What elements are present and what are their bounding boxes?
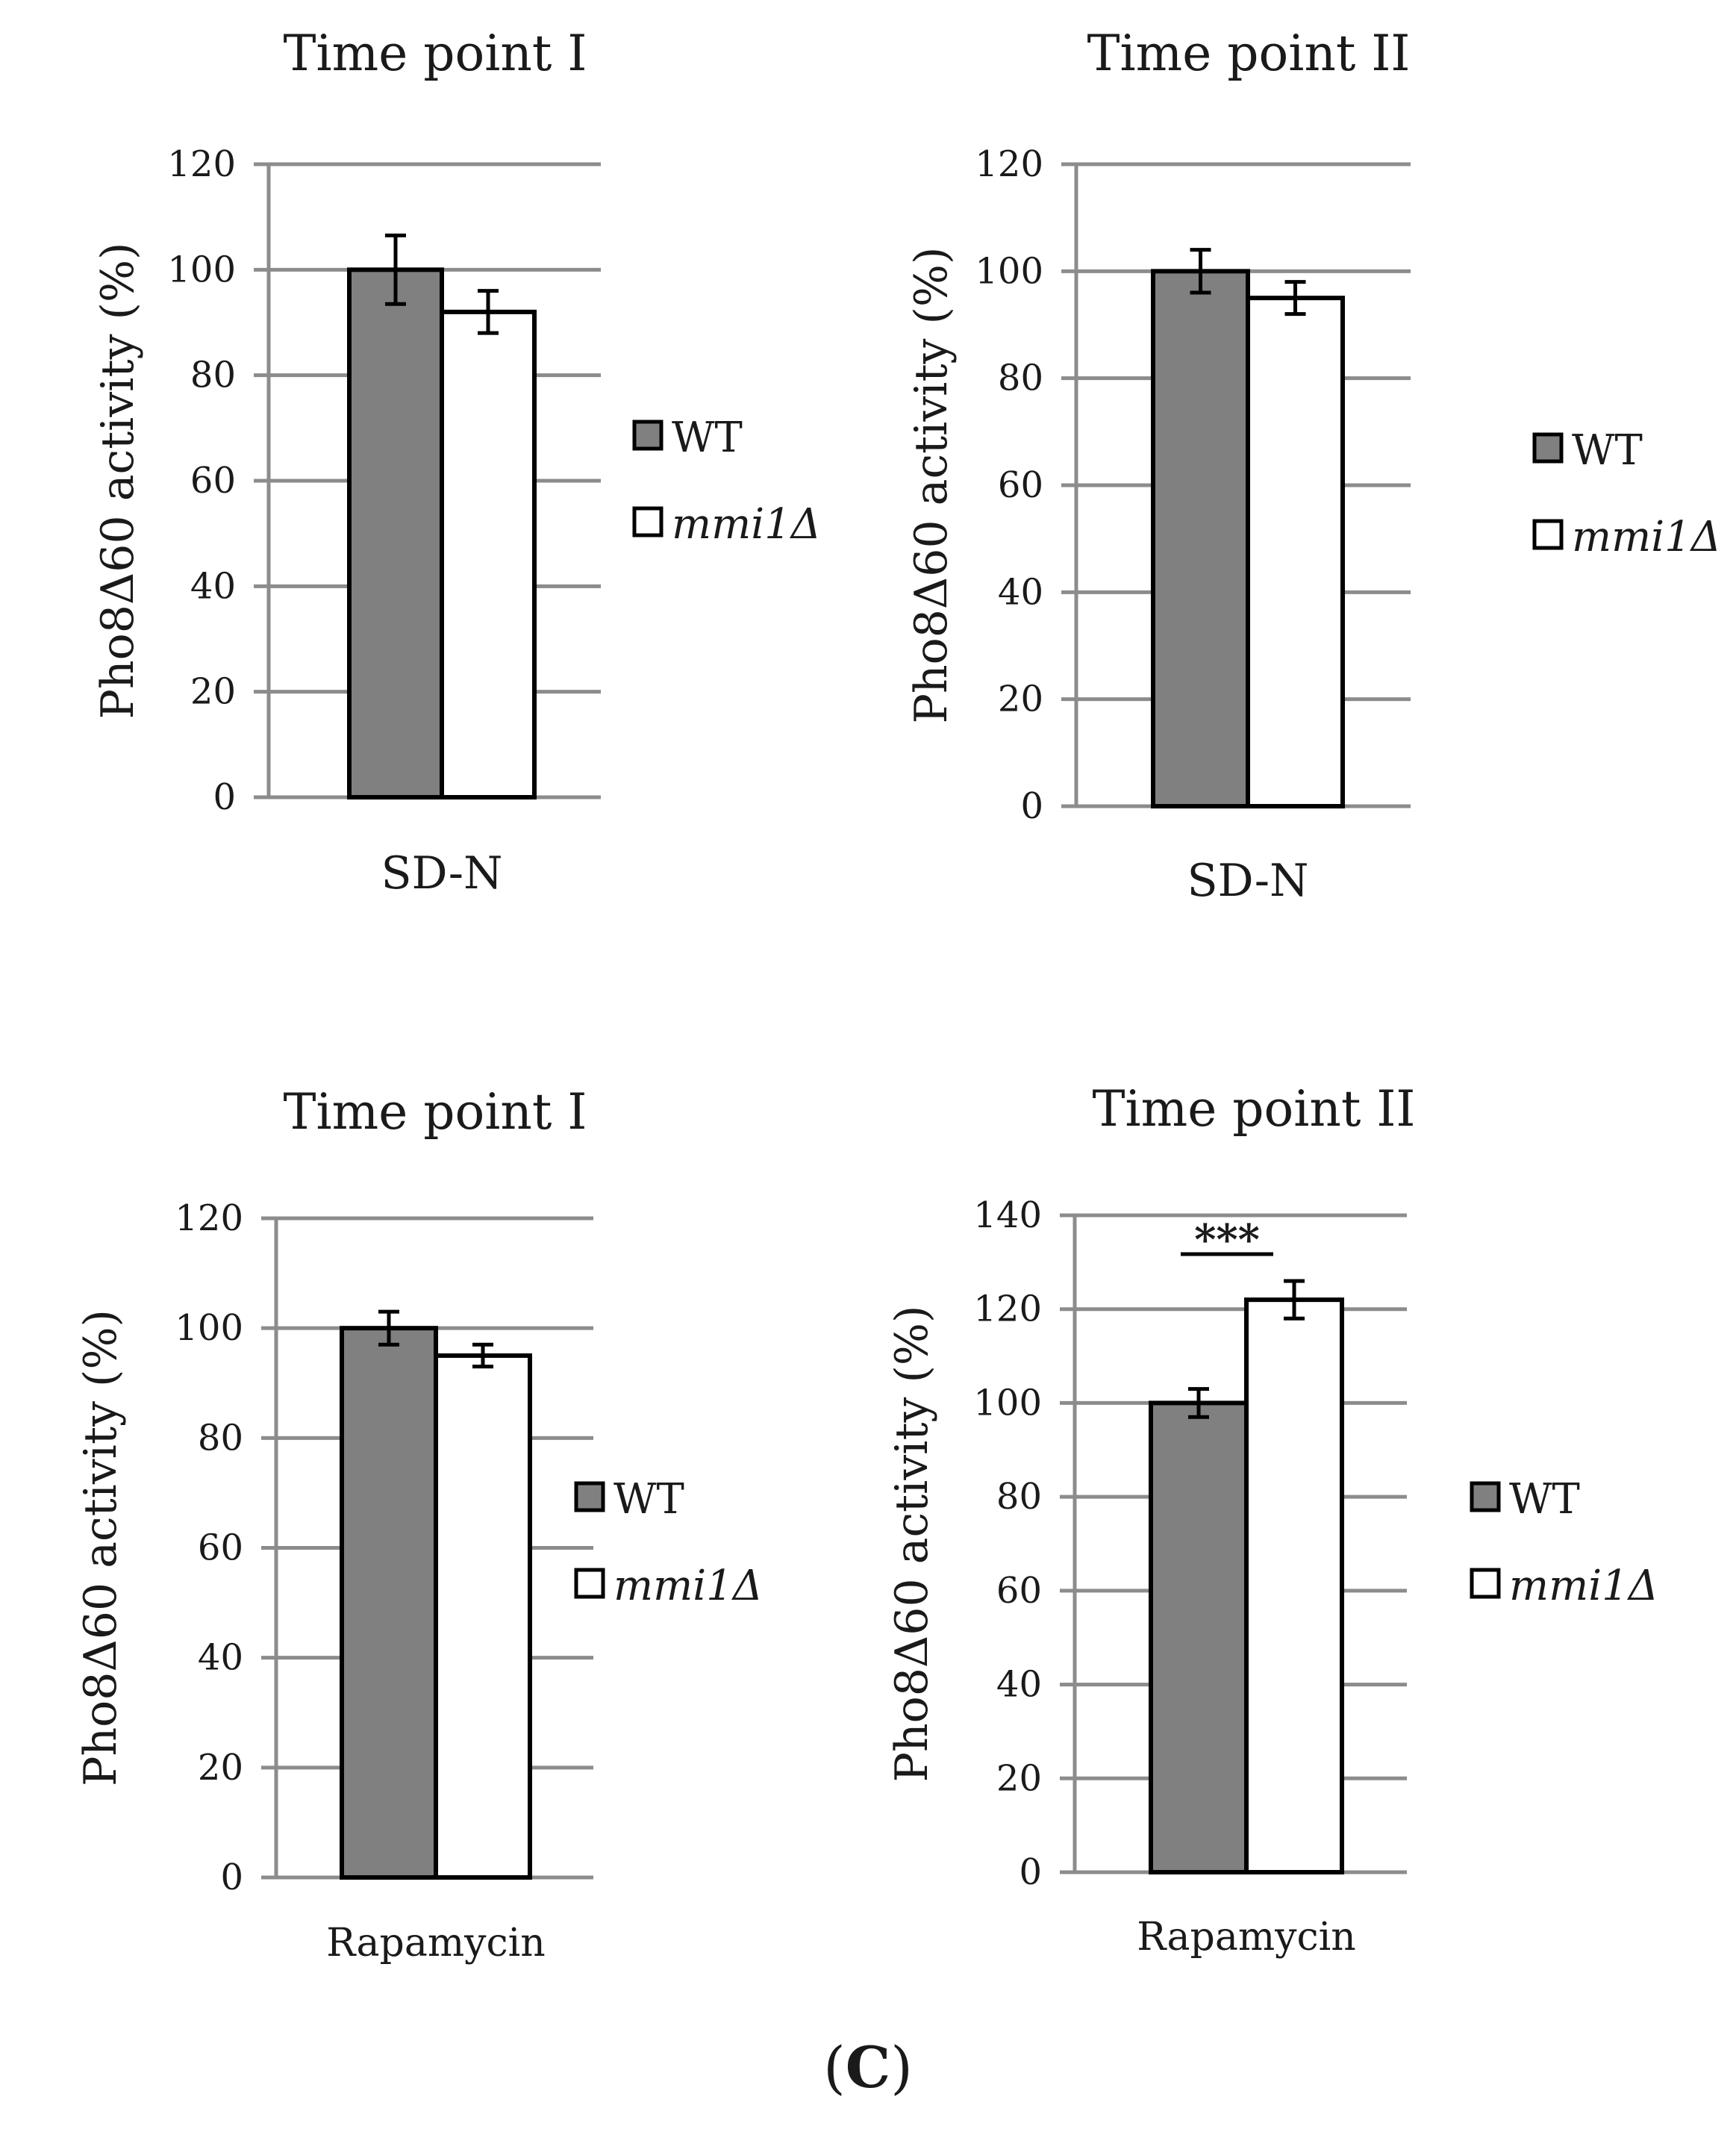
chart-panel: Time point II 0 20 40 60 80 100 120 140 Pho8Δ60 a… bbox=[886, 1080, 1658, 1960]
bar-mmi1 bbox=[1244, 1297, 1344, 1874]
x-category-label: SD-N bbox=[1187, 855, 1308, 907]
y-tick-label: 20 bbox=[190, 671, 236, 713]
chart-title: Time point II bbox=[1093, 1080, 1416, 1138]
chart-panel: Time point I 0 20 40 60 80 100 120 Pho8Δ60 activ… bbox=[75, 1083, 763, 1966]
y-tick-label: 60 bbox=[198, 1527, 243, 1569]
legend-label: mmi1Δ bbox=[613, 1562, 763, 1610]
legend-swatch-mmi1 bbox=[632, 506, 664, 537]
legend-swatch-wt bbox=[1532, 432, 1564, 464]
legend-label: mmi1Δ bbox=[1572, 513, 1721, 561]
y-axis-label: Pho8Δ60 activity (%) bbox=[886, 1306, 938, 1783]
y-tick-label: 80 bbox=[998, 358, 1043, 399]
legend-label: WT bbox=[672, 414, 743, 462]
y-tick-label: 100 bbox=[175, 1307, 243, 1349]
panel-label: (C) bbox=[823, 2034, 913, 2101]
chart-panel: Time point I 0 20 40 60 80 100 120 Pho8Δ60 activ… bbox=[92, 25, 821, 900]
bar-wt bbox=[340, 1326, 438, 1880]
y-tick-label: 120 bbox=[167, 143, 236, 185]
y-tick-label: 0 bbox=[1019, 1851, 1042, 1893]
y-tick-label: 100 bbox=[167, 249, 236, 290]
legend-label: WT bbox=[1509, 1475, 1580, 1524]
x-category-label: SD-N bbox=[381, 847, 502, 900]
y-tick-label: 0 bbox=[220, 1857, 243, 1898]
y-tick-label: 80 bbox=[198, 1417, 243, 1459]
bar-wt bbox=[1149, 1400, 1249, 1874]
legend-swatch-mmi1 bbox=[1532, 519, 1564, 550]
legend-swatch-wt bbox=[574, 1481, 605, 1512]
y-tick-label: 0 bbox=[213, 776, 236, 818]
y-axis-label: Pho8Δ60 activity (%) bbox=[75, 1309, 127, 1786]
y-tick-label: 40 bbox=[996, 1664, 1042, 1706]
y-tick-label: 20 bbox=[996, 1757, 1042, 1799]
y-tick-label: 40 bbox=[190, 565, 236, 607]
y-tick-label: 140 bbox=[973, 1194, 1042, 1236]
y-tick-label: 20 bbox=[998, 679, 1043, 720]
y-tick-label: 80 bbox=[190, 355, 236, 396]
legend-label: mmi1Δ bbox=[672, 500, 821, 549]
y-tick-label: 40 bbox=[198, 1637, 243, 1679]
y-axis-label: Pho8Δ60 activity (%) bbox=[92, 243, 144, 720]
bar-mmi1 bbox=[1246, 296, 1345, 808]
bar-wt bbox=[347, 267, 444, 800]
legend-swatch-wt bbox=[1470, 1481, 1501, 1512]
chart-title: Time point I bbox=[284, 1083, 587, 1141]
charts-container: Time point I 0 20 40 60 80 100 120 Pho8Δ60 activ… bbox=[75, 25, 1721, 1966]
bar-wt bbox=[1151, 269, 1250, 809]
y-tick-label: 60 bbox=[190, 460, 236, 502]
chart-title: Time point II bbox=[1087, 25, 1411, 82]
y-tick-label: 120 bbox=[975, 143, 1043, 185]
y-axis-label: Pho8Δ60 activity (%) bbox=[905, 247, 958, 724]
x-category-label: Rapamycin bbox=[326, 1921, 546, 1966]
chart-title: Time point I bbox=[284, 25, 587, 82]
y-tick-label: 0 bbox=[1020, 785, 1043, 827]
legend-swatch-mmi1 bbox=[1470, 1568, 1501, 1599]
bar-mmi1 bbox=[440, 309, 537, 800]
y-tick-label: 120 bbox=[175, 1197, 243, 1239]
legend-swatch-mmi1 bbox=[574, 1568, 605, 1599]
y-tick-label: 60 bbox=[996, 1570, 1042, 1612]
chart-panel: Time point II 0 20 40 60 80 100 120 Pho8Δ60 acti… bbox=[905, 25, 1721, 907]
x-category-label: Rapamycin bbox=[1137, 1915, 1356, 1960]
y-tick-label: 100 bbox=[973, 1382, 1042, 1424]
y-tick-label: 100 bbox=[975, 250, 1043, 292]
y-tick-label: 60 bbox=[998, 464, 1043, 506]
y-tick-label: 40 bbox=[998, 571, 1043, 613]
significance-marker: *** bbox=[1194, 1215, 1260, 1265]
legend-label: WT bbox=[1572, 426, 1643, 475]
legend-label: mmi1Δ bbox=[1509, 1562, 1658, 1610]
y-tick-label: 80 bbox=[996, 1476, 1042, 1518]
bar-mmi1 bbox=[434, 1353, 532, 1880]
y-tick-label: 20 bbox=[198, 1747, 243, 1789]
y-tick-label: 120 bbox=[973, 1288, 1042, 1330]
legend-swatch-wt bbox=[632, 420, 664, 451]
legend-label: WT bbox=[613, 1475, 684, 1524]
